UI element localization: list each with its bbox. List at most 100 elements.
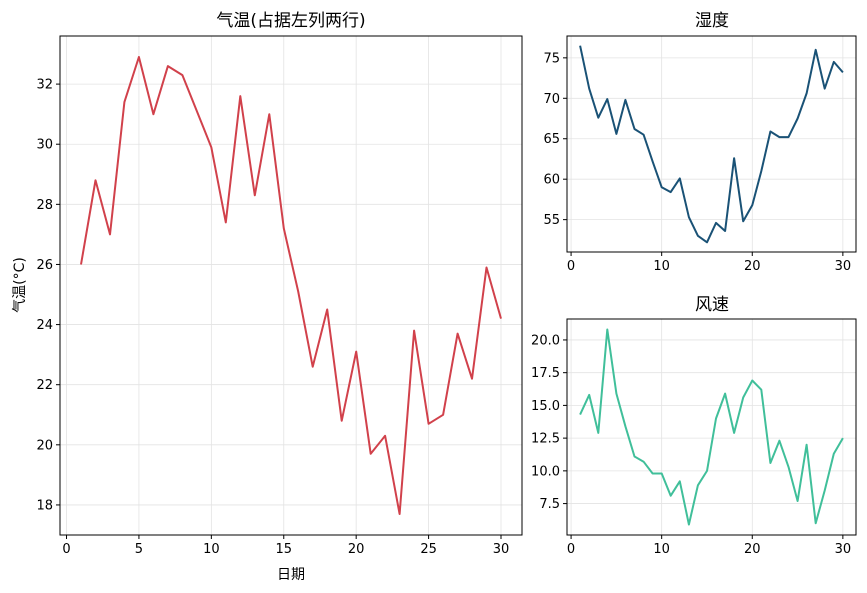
wind-xtick-label-2: 20 xyxy=(744,542,761,557)
temp-xtick-label-6: 30 xyxy=(493,542,510,557)
temp-xtick-label-1: 5 xyxy=(135,542,143,557)
temp-point-4 xyxy=(123,101,125,103)
humidity-xtick-label-3: 30 xyxy=(835,259,852,274)
temperature-xlabel: 日期 xyxy=(277,567,305,583)
wind-xtick-label-1: 10 xyxy=(653,542,670,557)
temp-point-19 xyxy=(341,420,343,422)
humidity-point-26 xyxy=(806,92,808,94)
wind-point-17 xyxy=(724,393,726,395)
temp-point-20 xyxy=(355,351,357,353)
humidity-point-24 xyxy=(788,136,790,138)
wind-series-line xyxy=(579,328,844,526)
humidity-point-16 xyxy=(715,222,717,224)
wind-xtick-label-3: 30 xyxy=(835,542,852,557)
wind-point-6 xyxy=(624,425,626,427)
humidity-title: 湿度 xyxy=(695,11,729,31)
wind-ytick-label-3: 15.0 xyxy=(531,399,560,414)
humidity-point-3 xyxy=(597,117,599,119)
temp-ytick-label-6: 30 xyxy=(36,138,53,153)
wind-ytick-label-0: 7.5 xyxy=(539,497,560,512)
wind-title: 风速 xyxy=(695,295,729,315)
humidity-point-19 xyxy=(742,220,744,222)
wind-axes-frame xyxy=(566,318,857,536)
temp-point-25 xyxy=(428,423,430,425)
humidity-panel: 湿度 0 10 20 30 55 60 65 70 75 xyxy=(543,11,857,274)
temp-point-26 xyxy=(442,414,444,416)
temp-point-3 xyxy=(109,233,111,235)
temp-point-12 xyxy=(239,95,241,97)
humidity-point-25 xyxy=(797,118,799,120)
temp-point-6 xyxy=(152,113,154,115)
humidity-point-8 xyxy=(643,134,645,136)
wind-point-16 xyxy=(715,417,717,419)
wind-point-23 xyxy=(778,440,780,442)
humidity-point-22 xyxy=(769,130,771,132)
temp-point-28 xyxy=(471,378,473,380)
humidity-series-line xyxy=(579,45,844,244)
humidity-point-2 xyxy=(588,88,590,90)
wind-point-10 xyxy=(661,472,663,474)
wind-point-13 xyxy=(688,524,690,526)
humidity-point-13 xyxy=(688,216,690,218)
wind-point-20 xyxy=(751,380,753,382)
wind-point-15 xyxy=(706,470,708,472)
temp-point-22 xyxy=(384,435,386,437)
humidity-point-11 xyxy=(670,191,672,193)
temp-ytick-label-0: 18 xyxy=(36,498,53,513)
temp-ytick-label-5: 28 xyxy=(36,198,53,213)
temp-xtick-label-3: 15 xyxy=(275,542,292,557)
temp-point-18 xyxy=(326,309,328,311)
temperature-panel: 气温(占据左列两行) 日期 气温(°C) 0 5 10 15 20 25 30 18 20 22 2… xyxy=(12,11,523,583)
wind-point-26 xyxy=(806,444,808,446)
wind-point-8 xyxy=(643,461,645,463)
temp-point-23 xyxy=(399,513,401,515)
humidity-ytick-label-0: 55 xyxy=(543,213,560,228)
temp-axes-frame xyxy=(59,35,523,536)
humidity-axes-frame xyxy=(566,35,857,253)
temp-point-27 xyxy=(457,333,459,335)
temp-ytick-label-7: 32 xyxy=(36,78,53,93)
humidity-point-7 xyxy=(633,128,635,130)
temp-point-16 xyxy=(297,291,299,293)
wind-point-21 xyxy=(760,389,762,391)
wind-point-3 xyxy=(597,432,599,434)
humidity-point-10 xyxy=(661,186,663,188)
humidity-point-21 xyxy=(760,170,762,172)
wind-ytick-label-2: 12.5 xyxy=(531,432,560,447)
humidity-xtick-label-2: 20 xyxy=(744,259,761,274)
wind-point-1 xyxy=(579,414,581,416)
temperature-ylabel: 气温(°C) xyxy=(12,257,28,313)
temp-xtick-label-0: 0 xyxy=(62,542,70,557)
temp-series-line xyxy=(80,56,502,515)
humidity-point-27 xyxy=(815,49,817,51)
wind-ytick-label-4: 17.5 xyxy=(531,366,560,381)
temp-point-13 xyxy=(254,194,256,196)
wind-point-12 xyxy=(679,480,681,482)
temp-point-21 xyxy=(370,453,372,455)
wind-point-14 xyxy=(697,484,699,486)
wind-point-2 xyxy=(588,394,590,396)
temp-point-1 xyxy=(80,263,82,265)
wind-point-30 xyxy=(842,437,844,439)
humidity-ytick-label-4: 75 xyxy=(543,51,560,66)
wind-point-5 xyxy=(615,393,617,395)
temp-point-9 xyxy=(196,110,198,112)
wind-point-7 xyxy=(633,455,635,457)
wind-xtick-label-0: 0 xyxy=(567,542,575,557)
temp-ytick-label-4: 26 xyxy=(36,258,53,273)
wind-point-9 xyxy=(652,472,654,474)
temp-ytick-label-3: 24 xyxy=(36,318,53,333)
temp-point-14 xyxy=(268,113,270,115)
wind-panel: 风速 0 10 20 30 7.5 10.0 12.5 15.0 17.5 20.0 xyxy=(531,295,857,557)
temp-point-15 xyxy=(283,227,285,229)
wind-point-29 xyxy=(833,453,835,455)
wind-ytick-label-1: 10.0 xyxy=(531,464,560,479)
humidity-ytick-label-2: 65 xyxy=(543,132,560,147)
temp-point-17 xyxy=(312,366,314,368)
temperature-title: 气温(占据左列两行) xyxy=(216,11,365,31)
temp-xtick-label-2: 10 xyxy=(203,542,220,557)
wind-point-24 xyxy=(788,466,790,468)
temp-point-8 xyxy=(181,74,183,76)
